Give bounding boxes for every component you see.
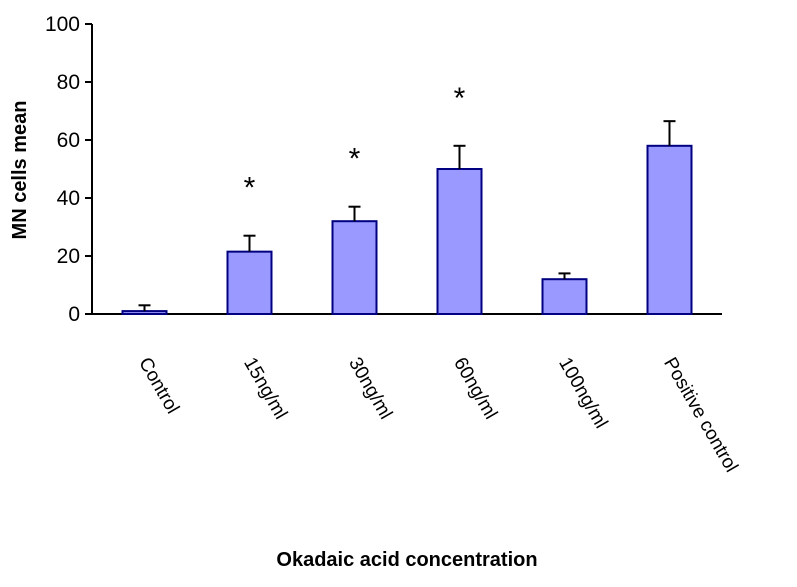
category-label-0: Control [134,354,183,418]
y-tick-label: 40 [57,187,80,210]
y-axis: 0 20 40 60 80 100 [45,13,93,326]
bar-4 [541,278,588,316]
category-label-2: 30ng/ml [344,354,396,423]
bar-5 [646,144,693,315]
y-tick-label: 0 [68,303,80,326]
y-tick-label: 20 [57,245,80,268]
y-axis-title: MN cells mean [9,101,31,240]
significance-mark-2: * [349,143,361,176]
x-axis-title: Okadaic acid concentration [276,549,537,571]
y-tick-label: 100 [45,13,80,36]
significance-mark-3: * [454,82,466,115]
y-tick-label: 60 [57,129,80,152]
category-label-4: 100ng/ml [554,354,611,432]
bars [121,144,693,316]
category-label-1: 15ng/ml [239,354,291,423]
category-label-5: Positive control [659,354,742,476]
bar-0 [121,310,168,316]
bar-3 [436,168,483,315]
category-label-3: 60ng/ml [449,354,501,423]
bar-1 [226,250,273,315]
bar-2 [331,220,378,315]
error-bars [138,120,676,312]
category-labels: Control 15ng/ml 30ng/ml 60ng/ml 100ng/ml Posi… [134,354,742,476]
significance-markers: * * * [244,82,466,205]
y-tick-label: 80 [57,71,80,94]
significance-mark-1: * [244,172,256,205]
